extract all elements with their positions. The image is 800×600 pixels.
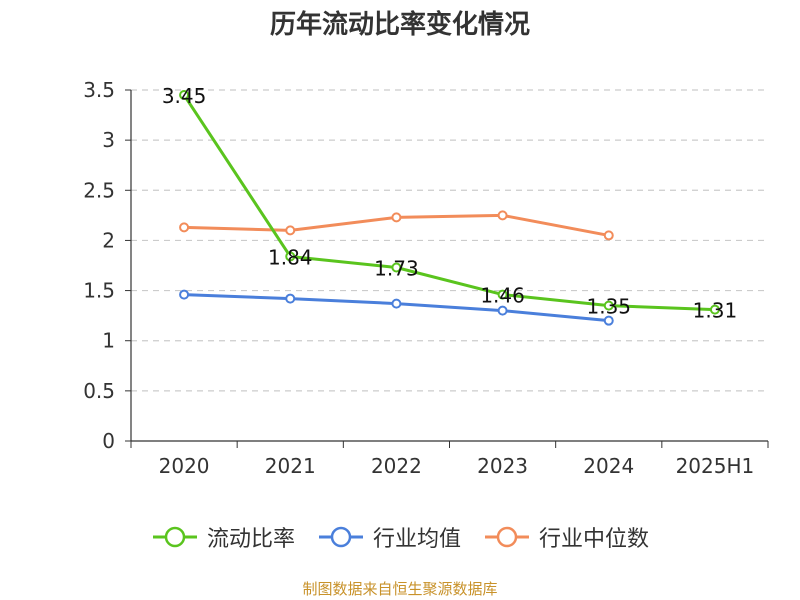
data-label: 1.31 bbox=[693, 299, 738, 323]
y-tick-label: 1.5 bbox=[83, 279, 115, 303]
y-tick-label: 3.5 bbox=[83, 78, 115, 102]
chart-title: 历年流动比率变化情况 bbox=[269, 10, 530, 40]
x-tick-label: 2025H1 bbox=[676, 454, 755, 478]
data-label: 1.84 bbox=[268, 245, 313, 269]
x-tick-label: 2023 bbox=[477, 454, 528, 478]
legend-swatch-marker bbox=[496, 526, 518, 548]
x-tick-label: 2022 bbox=[371, 454, 422, 478]
legend-swatch bbox=[152, 526, 197, 548]
data-label: 1.35 bbox=[586, 295, 631, 319]
x-tick-label: 2020 bbox=[159, 454, 210, 478]
data-point bbox=[285, 225, 296, 236]
y-tick-label: 0 bbox=[102, 429, 115, 453]
legend: 流动比率 行业均值 行业中位数 bbox=[0, 520, 800, 554]
data-point bbox=[391, 298, 402, 309]
data-labels: 3.45 1.84 1.73 1.46 1.35 1.31 bbox=[162, 84, 737, 323]
legend-item[interactable]: 行业中位数 bbox=[483, 521, 649, 553]
legend-swatch-marker bbox=[330, 526, 352, 548]
data-point bbox=[391, 262, 402, 273]
legend-swatch bbox=[485, 526, 529, 548]
data-point bbox=[285, 293, 296, 304]
grid-lines bbox=[131, 89, 768, 392]
data-point bbox=[497, 305, 508, 316]
data-point bbox=[497, 289, 508, 300]
data-point bbox=[709, 304, 720, 315]
data-point bbox=[603, 300, 614, 311]
data-point bbox=[179, 90, 190, 101]
y-tick-label: 2 bbox=[102, 228, 115, 252]
series-line bbox=[182, 94, 715, 312]
legend-label: 行业均值 bbox=[372, 527, 461, 552]
data-label: 3.45 bbox=[162, 84, 207, 108]
axes: 0 0.5 1 1.5 2 2.5 3 3.5 2020 2021 2022 2023 2024 2025… bbox=[83, 78, 769, 478]
data-label: 1.46 bbox=[480, 284, 525, 308]
x-tick-label: 2021 bbox=[265, 454, 316, 478]
x-tick-label: 2024 bbox=[583, 454, 634, 478]
source-note: 制图数据来自恒生聚源数据库 bbox=[302, 580, 498, 598]
legend-label: 行业中位数 bbox=[539, 527, 650, 552]
legend-item[interactable]: 流动比率 bbox=[151, 521, 295, 553]
y-tick-label: 3 bbox=[102, 128, 115, 152]
data-point bbox=[179, 289, 190, 300]
data-point bbox=[603, 230, 614, 241]
legend-swatch bbox=[318, 526, 363, 548]
data-point bbox=[603, 315, 614, 326]
legend-item[interactable]: 行业均值 bbox=[317, 521, 461, 553]
data-point bbox=[285, 251, 296, 262]
series-lines bbox=[179, 90, 720, 326]
data-point bbox=[179, 222, 190, 233]
data-point bbox=[497, 210, 508, 221]
y-tick-label: 2.5 bbox=[83, 178, 115, 202]
y-tick-label: 0.5 bbox=[83, 379, 115, 403]
y-tick-label: 1 bbox=[102, 329, 115, 353]
legend-label: 流动比率 bbox=[206, 527, 295, 552]
legend-swatch-marker bbox=[164, 526, 186, 548]
data-label: 1.73 bbox=[374, 257, 419, 281]
data-point bbox=[391, 212, 402, 223]
